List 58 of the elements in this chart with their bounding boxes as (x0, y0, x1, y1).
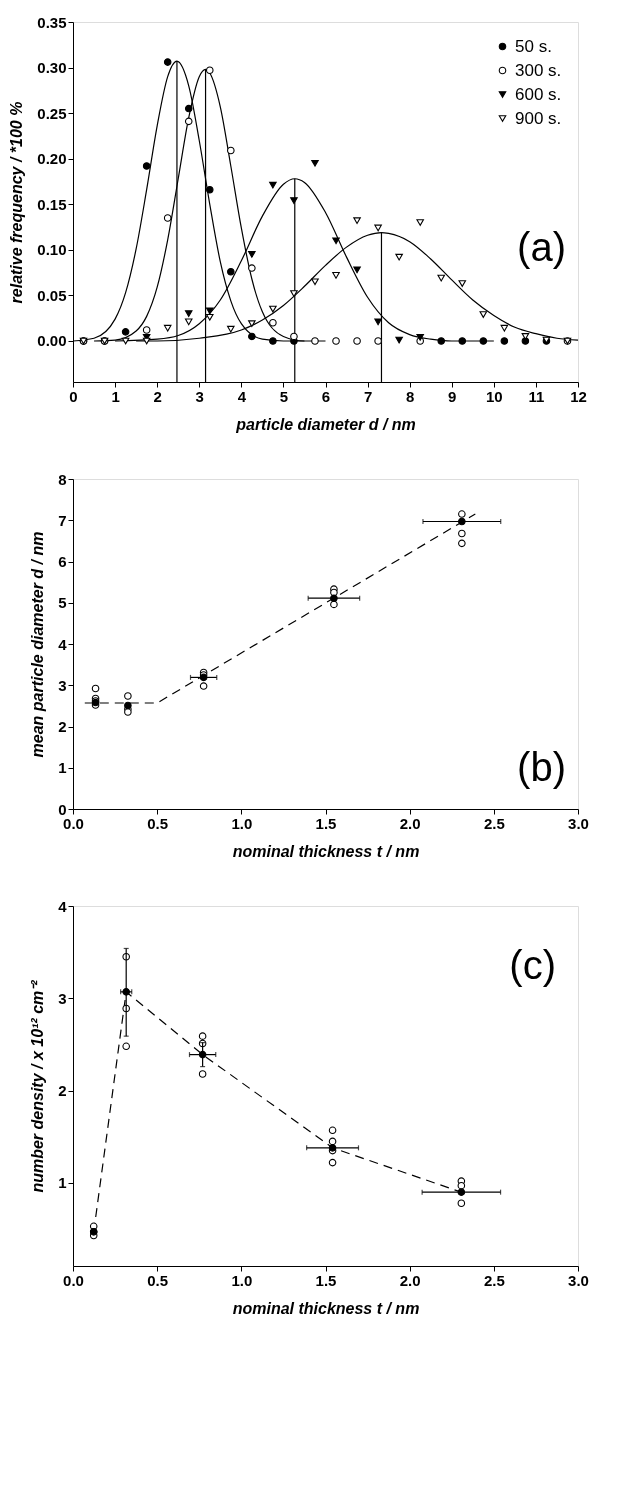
x-tick-label: 3.0 (568, 814, 589, 832)
annotation: (a) (517, 224, 566, 269)
legend-label: 50 s. (515, 36, 552, 56)
x-axis-title: nominal thickness t / nm (232, 1299, 420, 1317)
x-axis-title: particle diameter d / nm (235, 415, 416, 433)
x-tick-label: 0.5 (147, 814, 169, 832)
x-tick-label: 1.0 (231, 1271, 253, 1289)
x-tick-label: 12 (570, 387, 587, 405)
legend-label: 900 s. (515, 108, 562, 128)
y-tick-label: 3 (58, 676, 67, 694)
y-tick-label: 0.30 (37, 59, 67, 77)
x-tick-label: 5 (279, 387, 289, 405)
x-tick-label: 1 (111, 387, 120, 405)
annotation: (c) (509, 943, 556, 988)
y-tick-label: 0.00 (37, 332, 67, 350)
y-tick-label: 0.15 (37, 195, 67, 213)
x-tick-label: 2.5 (483, 814, 505, 832)
y-tick-label: 4 (58, 635, 68, 653)
y-tick-label: 7 (58, 511, 67, 529)
y-tick-label: 1 (58, 759, 67, 777)
x-tick-label: 3.0 (568, 1271, 589, 1289)
x-tick-label: 7 (363, 387, 373, 405)
x-tick-label: 3 (195, 387, 204, 405)
y-tick-label: 0.25 (37, 104, 67, 122)
legend-label: 600 s. (515, 84, 562, 104)
x-tick-label: 0.5 (147, 1271, 169, 1289)
x-tick-label: 8 (405, 387, 415, 405)
y-tick-label: 5 (58, 594, 67, 612)
y-axis-title: relative frequency / *100 % (8, 101, 26, 304)
x-tick-label: 2.0 (399, 814, 421, 832)
x-tick-label: 0.0 (63, 1271, 84, 1289)
x-tick-label: 11 (528, 387, 545, 405)
y-tick-label: 0.35 (37, 13, 67, 31)
y-axis-title: mean particle diameter d / nm (29, 531, 47, 758)
legend-label: 300 s. (515, 60, 562, 80)
y-axis-title: number density / x 10¹² cm⁻² (29, 979, 47, 1193)
x-tick-label: 2.5 (483, 1271, 505, 1289)
x-tick-label: 4 (237, 387, 247, 405)
x-tick-label: 6 (321, 387, 331, 405)
x-tick-label: 2.0 (399, 1271, 421, 1289)
y-tick-label: 2 (58, 718, 67, 735)
x-tick-label: 2 (153, 387, 162, 405)
annotation: (b) (517, 745, 566, 790)
y-tick-label: 8 (58, 470, 67, 488)
y-tick-label: 3 (58, 989, 67, 1007)
y-tick-label: 0.05 (37, 286, 67, 304)
x-axis-title: nominal thickness t / nm (232, 842, 420, 860)
y-tick-label: 0.20 (37, 150, 67, 168)
x-tick-label: 9 (448, 387, 457, 405)
y-tick-label: 1 (58, 1174, 67, 1192)
x-tick-label: 1.0 (231, 814, 253, 832)
y-tick-label: 6 (58, 553, 67, 570)
x-tick-label: 1.5 (315, 814, 337, 832)
y-tick-label: 2 (58, 1082, 67, 1100)
x-tick-label: 1.5 (315, 1271, 337, 1289)
y-tick-label: 0.10 (37, 241, 67, 259)
x-tick-label: 10 (485, 387, 503, 405)
y-tick-label: 4 (58, 897, 68, 915)
